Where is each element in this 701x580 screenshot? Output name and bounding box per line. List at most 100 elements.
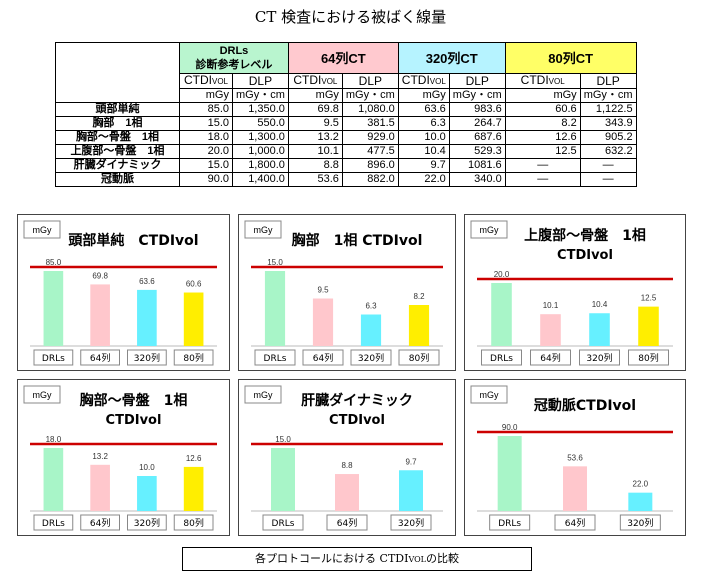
bar — [312, 298, 334, 346]
unit-label: mGy — [480, 390, 499, 400]
unit-label: mGy — [480, 225, 499, 235]
data-label: 13.2 — [92, 452, 108, 461]
category-box — [619, 514, 661, 531]
table-cell: 1,400.0 — [232, 172, 289, 187]
row-label: 冠動脈 — [55, 172, 180, 187]
data-label: 18.0 — [46, 435, 62, 444]
row-label: 肝臓ダイナミック — [55, 158, 180, 173]
table-cell: 1,122.5 — [579, 102, 637, 117]
table-cell: 882.0 — [341, 172, 399, 187]
unit-label: mGy — [33, 390, 52, 400]
chart-svg: mGy 頭部単純 CTDIvol 85.0 DRLs 69.8 64列 63.6 320列 60… — [23, 220, 217, 366]
table-cell: 6.3 — [397, 116, 450, 131]
table-row: 胸部 1相 15.0 550.0 9.5 381.5 6.3 264.7 8.2 343.9 — [55, 116, 637, 131]
table-cell: 340.0 — [448, 172, 506, 187]
unit-label: mGy — [254, 225, 273, 235]
ctdivol-subheader: CTDIVOL — [397, 73, 450, 89]
row-label: 頭部単純 — [55, 102, 180, 117]
chart-title: 胸部～骨盤 1相 — [80, 392, 188, 409]
category-label: 320列 — [627, 517, 653, 529]
chart-title: 頭部単純 CTDIvol — [68, 232, 198, 249]
data-label: 15.0 — [267, 258, 283, 267]
table-cell: 905.2 — [579, 130, 637, 145]
chart-svg: mGy 胸部 1相 CTDIvol 15.0 DRLs 9.5 64列 6.3 320列 8.2… — [244, 220, 443, 366]
chart-head: mGy 頭部単純 CTDIvol 85.0 DRLs 69.8 64列 63.6 320列 60… — [17, 214, 230, 371]
bar — [540, 314, 561, 346]
table-cell: 8.8 — [287, 158, 343, 173]
ctdivol-unit: mGy — [397, 88, 450, 103]
category-box — [554, 514, 596, 531]
bar — [628, 492, 653, 511]
table-cell: 90.0 — [179, 172, 233, 187]
bar — [271, 448, 295, 511]
category-box — [127, 514, 167, 531]
category-box — [254, 349, 296, 366]
table-cell: 1,350.0 — [232, 102, 289, 117]
unit-row: mGy mGy・cm mGy mGy・cm mGy mGy・cm mGy mGy・cm — [56, 88, 637, 103]
dlp-unit: mGy・cm — [341, 88, 399, 103]
table-cell: 13.2 — [287, 130, 343, 145]
data-label: 9.7 — [405, 457, 417, 466]
dlp-unit: mGy・cm — [448, 88, 506, 103]
category-label: 320列 — [134, 517, 160, 529]
table-cell: 60.6 — [504, 102, 581, 117]
table-cell: 1,000.0 — [232, 144, 289, 159]
category-box — [628, 349, 669, 366]
table-cell: 1,800.0 — [232, 158, 289, 173]
chart-svg: mGy 上腹部～骨盤 1相 CTDIvol 20.0 DRLs 10.1 64列 10.4 32… — [470, 220, 673, 366]
bar — [408, 305, 430, 346]
ctdivol-subheader: CTDIVOL — [179, 73, 233, 89]
table-cell: 343.9 — [579, 116, 637, 131]
unit-label: mGy — [254, 390, 273, 400]
dlp-subheader: DLP — [448, 73, 506, 89]
table-cell: ― — [504, 172, 581, 187]
category-box — [489, 514, 531, 531]
table-cell: 550.0 — [232, 116, 289, 131]
chart-chest-pelvis: mGy 胸部～骨盤 1相 CTDIvol 18.0 DRLs 13.2 64列 10.0 320… — [17, 379, 230, 536]
table-cell: 22.0 — [397, 172, 450, 187]
category-box — [173, 514, 214, 531]
category-box — [390, 514, 432, 531]
dose-table: DRLs 診断参考レベル 64列CT 320列CT 80列CT CTDIVOL D… — [55, 42, 637, 187]
category-box — [173, 349, 214, 366]
category-label: DRLs — [498, 519, 521, 529]
chart-svg: mGy 肝臓ダイナミック CTDIvol 15.0 DRLs 8.8 64列 9.7 320列 — [244, 385, 443, 531]
table-cell: 264.7 — [448, 116, 506, 131]
category-box — [127, 349, 167, 366]
unit-box — [23, 385, 61, 404]
table-cell: 9.5 — [287, 116, 343, 131]
chart-upper-abdomen-pelvis: mGy 上腹部～骨盤 1相 CTDIvol 20.0 DRLs 10.1 64列 10.4 32… — [464, 214, 686, 371]
header-80ct: 80列CT — [504, 42, 637, 74]
table-cell: 381.5 — [341, 116, 399, 131]
ctdivol-subheader: CTDIVOL — [504, 73, 581, 89]
data-label: 12.6 — [186, 454, 202, 463]
bar — [491, 283, 512, 346]
table-cell: ― — [579, 172, 637, 187]
category-box — [80, 349, 120, 366]
table-cell: 1,080.0 — [341, 102, 399, 117]
table-cell: 10.0 — [397, 130, 450, 145]
table-cell: ― — [504, 158, 581, 173]
table-cell: ― — [579, 158, 637, 173]
table-cell: 85.0 — [179, 102, 233, 117]
table-cell: 53.6 — [287, 172, 343, 187]
ctdivol-unit: mGy — [179, 88, 233, 103]
category-box — [262, 514, 304, 531]
bar — [43, 271, 64, 346]
table-cell: 15.0 — [179, 158, 233, 173]
bar — [360, 314, 382, 346]
page-title: CT 検査における被ばく線量 — [254, 8, 447, 26]
ctdivol-unit: mGy — [504, 88, 581, 103]
header-64ct: 64列CT — [287, 42, 399, 74]
bar — [183, 466, 204, 511]
category-box — [33, 514, 74, 531]
unit-box — [244, 385, 282, 404]
category-label: DRLs — [264, 354, 287, 364]
chart-title: 肝臓ダイナミック — [301, 392, 413, 409]
row-label: 胸部 1相 — [55, 116, 180, 131]
chart-subtitle: CTDIvol — [106, 413, 162, 428]
table-cell: 929.0 — [341, 130, 399, 145]
category-box — [350, 349, 392, 366]
table-cell: 8.2 — [504, 116, 581, 131]
category-box — [481, 349, 522, 366]
